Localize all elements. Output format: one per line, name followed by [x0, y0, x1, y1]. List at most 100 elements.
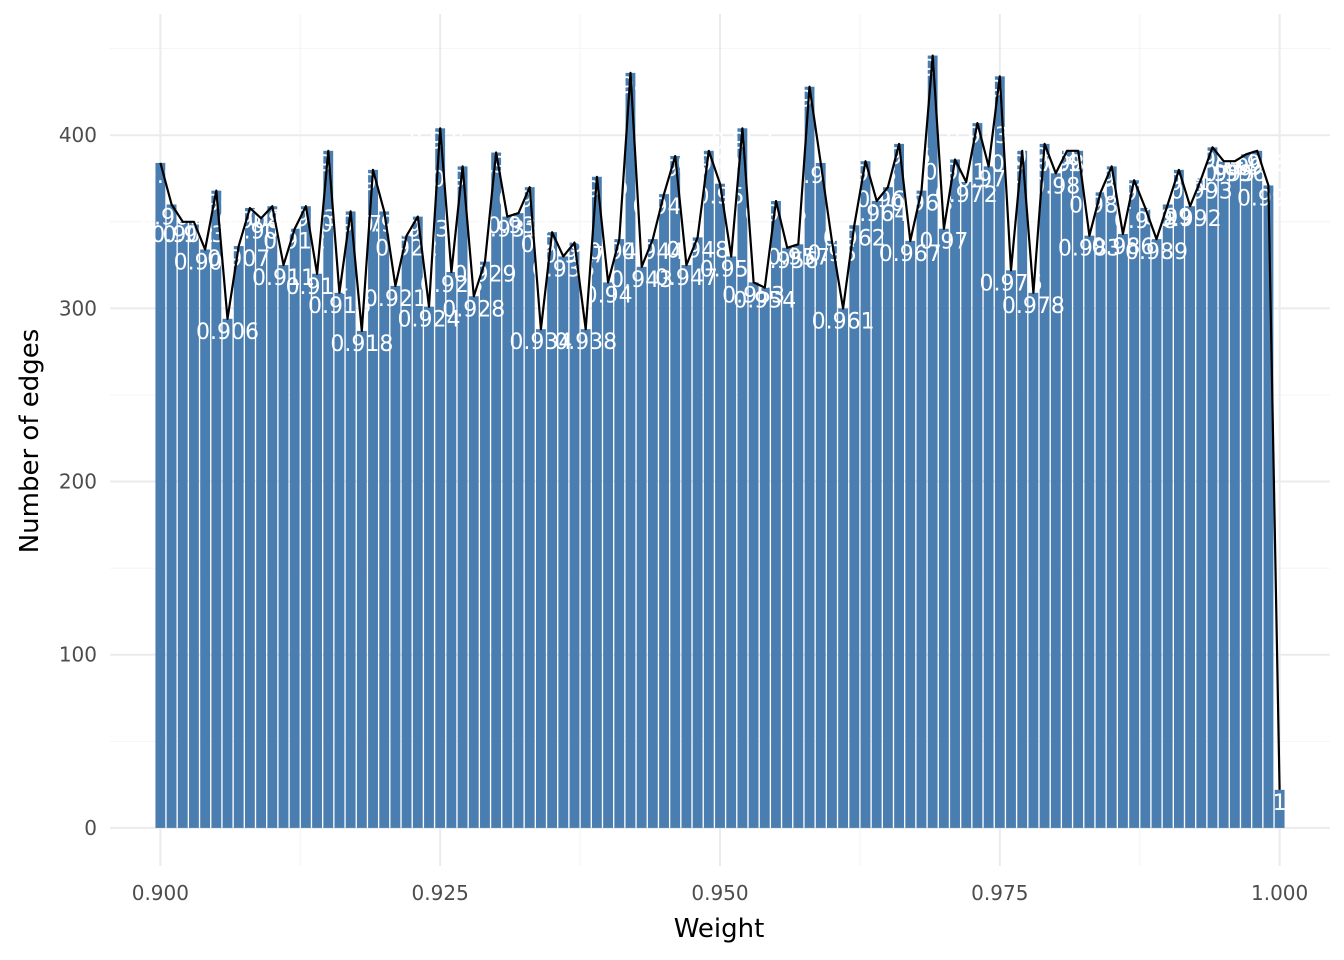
- data-label: 0.918: [330, 332, 393, 357]
- data-label: 0.922: [375, 237, 438, 262]
- data-label: 0.932: [487, 214, 550, 239]
- bar: [580, 329, 591, 828]
- bar: [916, 190, 927, 828]
- bar: [771, 201, 781, 828]
- bar: [860, 161, 871, 828]
- bar: [244, 207, 255, 828]
- data-label: 0.943: [610, 268, 673, 293]
- data-label: 0.992: [1159, 207, 1222, 232]
- y-tick-label: 0: [84, 816, 97, 840]
- x-tick-label: 0.900: [132, 881, 189, 905]
- bar: [983, 166, 994, 828]
- bar: [323, 150, 334, 828]
- bar: [927, 55, 938, 828]
- data-label: 0.912: [263, 230, 326, 255]
- bar: [804, 86, 815, 828]
- bar: [1028, 292, 1039, 828]
- y-axis-ticks: 0 100 200 300 400: [59, 123, 97, 840]
- bar: [211, 190, 222, 828]
- data-label: 1: [1273, 791, 1287, 816]
- data-label: 0.972: [935, 183, 998, 208]
- bar: [1095, 192, 1106, 828]
- bar: [390, 285, 401, 828]
- bar: [647, 239, 658, 828]
- bar: [468, 296, 479, 828]
- bar: [502, 216, 513, 828]
- data-label: 0.996: [1203, 162, 1266, 187]
- bar: [1084, 235, 1095, 828]
- bar: [300, 206, 311, 828]
- bar: [1162, 204, 1173, 828]
- data-label: 0.906: [196, 320, 259, 345]
- data-label: 0.928: [442, 297, 505, 322]
- data-label: 0.993: [1170, 180, 1233, 205]
- bar: [994, 76, 1005, 828]
- data-label: 0.908: [218, 209, 281, 234]
- trend-line-layer: [159, 54, 1281, 790]
- bar: [715, 183, 725, 828]
- y-tick-label: 400: [59, 123, 97, 147]
- bar: [558, 256, 569, 828]
- bar: [356, 330, 367, 828]
- y-axis-title: Number of edges: [15, 329, 45, 554]
- bar: [1185, 206, 1196, 828]
- bar: [681, 265, 692, 828]
- bar: [603, 282, 613, 828]
- bar: [636, 266, 647, 828]
- data-label: 0.997: [1215, 155, 1278, 180]
- data-label: 0.986: [1091, 235, 1154, 260]
- bar: [1106, 166, 1117, 828]
- bar: [513, 213, 524, 828]
- bar: [424, 306, 434, 828]
- bar: [1229, 161, 1240, 828]
- bar: [1218, 161, 1229, 828]
- bar: [177, 221, 188, 828]
- bar: [614, 239, 625, 828]
- bar: [871, 201, 882, 828]
- data-label: 0.98: [1031, 174, 1080, 199]
- bar: [222, 318, 233, 828]
- bar: [1274, 789, 1285, 828]
- bar: [480, 261, 490, 828]
- data-label: 0.954: [733, 289, 796, 314]
- bar: [972, 123, 983, 828]
- bar: [457, 166, 468, 828]
- bar: [759, 287, 770, 828]
- bar: [368, 169, 378, 828]
- bar: [849, 225, 860, 828]
- x-tick-label: 0.950: [691, 881, 748, 905]
- bar: [625, 72, 636, 828]
- bar: [1207, 147, 1218, 828]
- bar: [155, 162, 166, 828]
- data-label: 0.929: [453, 263, 516, 288]
- data-label: 0.903: [162, 223, 225, 248]
- data-label: 0.947: [655, 266, 718, 291]
- bar: [1006, 270, 1016, 828]
- bar: [401, 235, 412, 828]
- bar: [278, 265, 289, 828]
- bar: [882, 187, 893, 828]
- bar: [1140, 207, 1151, 828]
- y-tick-label: 300: [59, 296, 97, 320]
- bar: [1017, 150, 1028, 828]
- data-label: 0.967: [879, 242, 942, 267]
- bar: [703, 150, 714, 828]
- data-label: 0.924: [397, 308, 460, 333]
- bar: [670, 156, 681, 828]
- bar: [200, 249, 211, 828]
- data-label: 0.961: [812, 309, 875, 334]
- data-label: 0.938: [554, 330, 617, 355]
- x-tick-label: 0.925: [412, 881, 469, 905]
- bar: [1073, 150, 1084, 828]
- count-line: [159, 54, 1281, 790]
- data-label: 0.901: [140, 205, 203, 230]
- bar: [267, 206, 278, 828]
- bar: [334, 292, 345, 828]
- bar: [748, 282, 759, 828]
- bar: [1039, 143, 1050, 828]
- data-label: 0.948: [666, 238, 729, 263]
- bar: [535, 329, 546, 828]
- bar: [435, 128, 446, 828]
- bar: [950, 159, 960, 828]
